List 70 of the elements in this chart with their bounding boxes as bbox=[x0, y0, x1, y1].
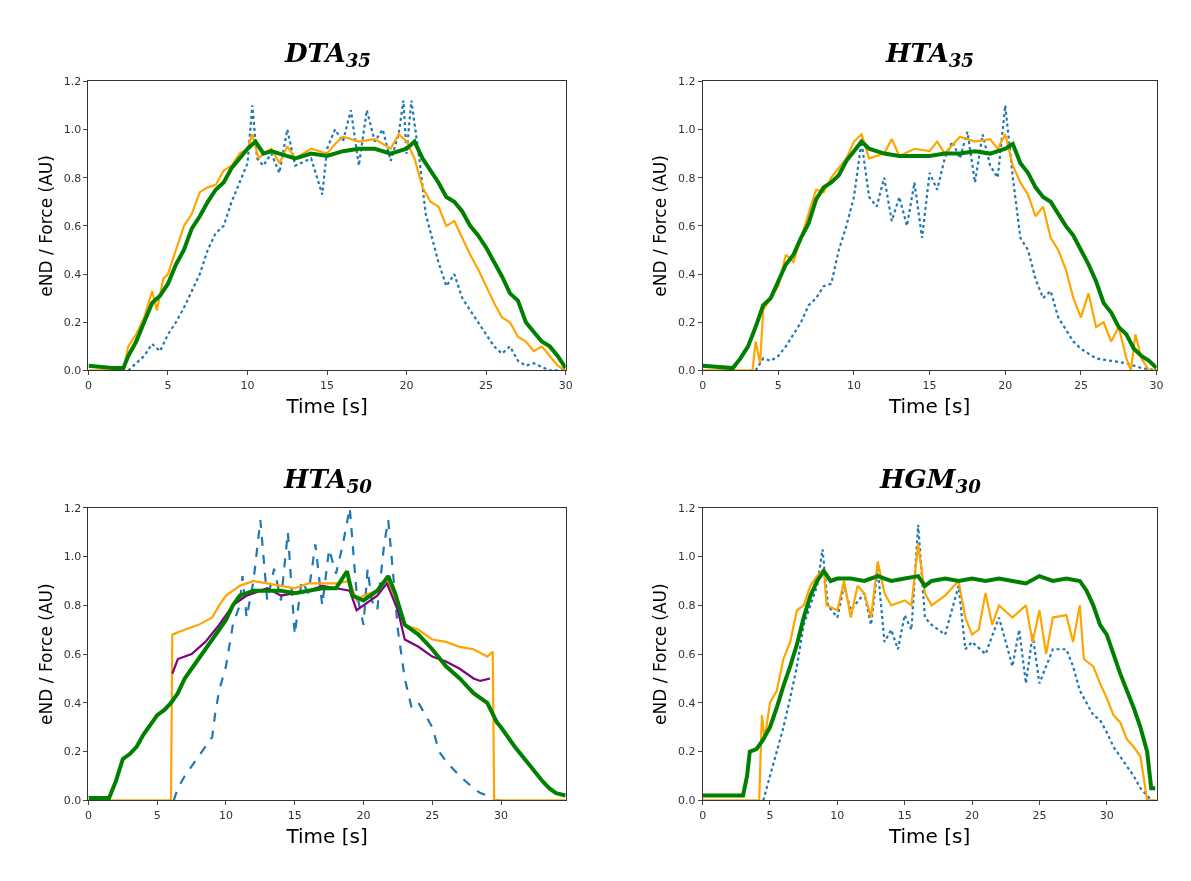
y-tick-label: 1.0 bbox=[677, 550, 696, 564]
y-tick-label: 0.6 bbox=[677, 647, 696, 661]
x-tick-label: 30 bbox=[1099, 808, 1114, 822]
y-tick-label: 0.0 bbox=[63, 794, 82, 808]
x-tick-label: 30 bbox=[494, 808, 509, 822]
x-tick-label: 15 bbox=[320, 378, 335, 392]
x-tick-label: 20 bbox=[965, 808, 980, 822]
x-tick-label: 15 bbox=[897, 808, 912, 822]
x-tick-label: 25 bbox=[1073, 378, 1088, 392]
y-tick-label: 1.2 bbox=[677, 75, 696, 89]
x-axis-title: Time [s] bbox=[887, 824, 971, 849]
y-tick-label: 0.6 bbox=[63, 219, 82, 233]
y-axis-title: eND / Force (AU) bbox=[36, 583, 57, 725]
x-tick-label: 20 bbox=[399, 378, 414, 392]
y-tick-label: 0.8 bbox=[677, 599, 696, 613]
x-axis-title: Time [s] bbox=[285, 394, 368, 419]
x-tick-label: 10 bbox=[218, 808, 233, 822]
x-tick-label: 5 bbox=[766, 808, 774, 822]
y-tick-label: 1.0 bbox=[63, 550, 82, 564]
y-axis-title: eND / Force (AU) bbox=[36, 155, 57, 297]
line-series bbox=[762, 523, 1153, 801]
y-tick-label: 0.8 bbox=[677, 171, 696, 185]
y-tick-label: 0.6 bbox=[677, 219, 696, 233]
y-tick-label: 0.0 bbox=[677, 794, 696, 808]
x-tick-label: 20 bbox=[998, 378, 1013, 392]
x-axis-title: Time [s] bbox=[887, 394, 971, 419]
y-tick-label: 0.0 bbox=[677, 364, 696, 378]
y-tick-label: 0.4 bbox=[677, 696, 696, 710]
x-tick-label: 5 bbox=[164, 378, 172, 392]
y-tick-label: 0.8 bbox=[63, 171, 82, 185]
x-tick-label: 10 bbox=[240, 378, 255, 392]
x-tick-label: 25 bbox=[1032, 808, 1047, 822]
x-tick-label: 0 bbox=[84, 378, 92, 392]
x-tick-label: 10 bbox=[846, 378, 861, 392]
x-tick-label: 5 bbox=[774, 378, 782, 392]
x-tick-label: 15 bbox=[922, 378, 937, 392]
x-axis-title: Time [s] bbox=[285, 824, 368, 849]
y-tick-label: 0.2 bbox=[677, 745, 696, 759]
y-tick-label: 0.2 bbox=[63, 745, 82, 759]
x-tick-label: 0 bbox=[84, 808, 92, 822]
y-tick-label: 0.2 bbox=[63, 316, 82, 330]
y-tick-label: 1.0 bbox=[63, 123, 82, 137]
y-tick-label: 0.4 bbox=[677, 267, 696, 281]
y-tick-label: 1.2 bbox=[677, 501, 696, 515]
line-series bbox=[171, 582, 492, 683]
y-tick-label: 0.4 bbox=[63, 267, 82, 281]
x-tick-label: 30 bbox=[1149, 378, 1164, 392]
y-tick-label: 1.0 bbox=[677, 123, 696, 137]
y-axis-title: eND / Force (AU) bbox=[650, 155, 671, 297]
y-axis-title: eND / Force (AU) bbox=[650, 583, 671, 725]
x-tick-label: 0 bbox=[699, 378, 707, 392]
chart-title: HGM$_{30}$ bbox=[879, 464, 982, 498]
x-tick-label: 20 bbox=[356, 808, 371, 822]
chart-title: HTA$_{35}$ bbox=[885, 38, 974, 72]
x-tick-label: 25 bbox=[425, 808, 440, 822]
y-tick-label: 0.6 bbox=[63, 647, 82, 661]
x-tick-label: 15 bbox=[287, 808, 302, 822]
x-tick-label: 25 bbox=[479, 378, 494, 392]
chart-title: HTA$_{50}$ bbox=[283, 464, 373, 498]
x-tick-label: 10 bbox=[830, 808, 845, 822]
y-tick-label: 0.8 bbox=[63, 599, 82, 613]
x-tick-label: 5 bbox=[153, 808, 161, 822]
x-tick-label: 30 bbox=[558, 378, 573, 392]
y-tick-label: 0.4 bbox=[63, 696, 82, 710]
y-tick-label: 0.2 bbox=[677, 316, 696, 330]
y-tick-label: 1.2 bbox=[63, 75, 82, 89]
chart-title: DTA$_{35}$ bbox=[284, 38, 371, 72]
x-tick-label: 0 bbox=[699, 808, 707, 822]
y-tick-label: 0.0 bbox=[63, 364, 82, 378]
y-tick-label: 1.2 bbox=[63, 501, 82, 515]
